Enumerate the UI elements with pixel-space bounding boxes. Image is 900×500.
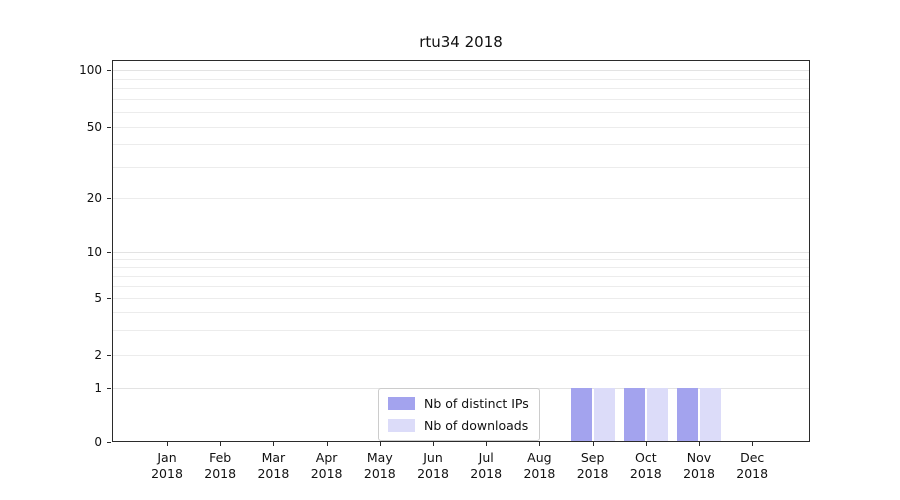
y-tick-label: 50 [86, 119, 102, 134]
gridline [113, 78, 809, 80]
legend-label: Nb of distinct IPs [424, 396, 529, 411]
gridline [113, 111, 809, 113]
gridline [113, 197, 809, 199]
gridline [113, 266, 809, 268]
x-tick-mark [379, 442, 381, 446]
x-tick-mark [486, 442, 488, 446]
gridline [113, 285, 809, 287]
bar-downloads [700, 388, 721, 441]
y-tick-mark [107, 388, 111, 390]
y-tick-label: 2 [94, 347, 102, 362]
bar-distinct-ips [623, 388, 645, 441]
y-tick-label: 0 [94, 435, 102, 449]
x-tick-mark [752, 442, 754, 446]
gridline [113, 251, 809, 253]
x-tick-mark [592, 442, 594, 446]
x-tick-label: Oct 2018 [629, 450, 662, 481]
bar-downloads [593, 388, 615, 441]
legend-swatch [388, 419, 415, 432]
y-tick-mark [107, 70, 111, 71]
gridline [113, 258, 809, 260]
y-tick-label: 100 [79, 63, 102, 77]
x-tick-label: Jul 2018 [470, 450, 503, 481]
gridline [113, 329, 809, 331]
x-tick-label: May 2018 [363, 450, 396, 481]
chart-title: rtu34 2018 [419, 33, 503, 51]
x-tick-label: Jun 2018 [417, 450, 449, 481]
x-tick-label: Apr 2018 [310, 450, 343, 481]
x-tick-mark [699, 442, 700, 446]
x-tick-mark [433, 442, 434, 446]
gridline [113, 144, 809, 146]
y-tick-label: 10 [86, 244, 102, 259]
y-tick-mark [107, 354, 111, 356]
x-tick-mark [167, 442, 168, 446]
y-tick-mark [107, 251, 111, 253]
x-tick-mark [220, 442, 222, 446]
legend-entry: Nb of distinct IPs [388, 396, 529, 411]
gridline [113, 354, 809, 356]
y-tick-mark [107, 126, 111, 128]
y-tick-label: 1 [94, 381, 102, 396]
gridline [113, 99, 809, 101]
gridline [113, 298, 809, 300]
gridline [113, 275, 809, 277]
y-tick-label: 20 [86, 190, 102, 205]
legend: Nb of distinct IPs Nb of downloads [378, 388, 540, 441]
y-tick-mark [107, 298, 111, 300]
legend-entry: Nb of downloads [388, 418, 529, 433]
gridline [113, 166, 809, 168]
x-tick-label: Jan 2018 [151, 450, 183, 481]
x-tick-mark [326, 442, 328, 446]
gridline [113, 311, 809, 313]
bar-distinct-ips [570, 388, 592, 441]
gridline [113, 70, 809, 71]
x-tick-mark [273, 442, 275, 446]
legend-swatch [388, 397, 415, 410]
gridline [113, 126, 809, 128]
x-tick-label: Sep 2018 [576, 450, 609, 481]
bar-downloads [646, 388, 668, 441]
y-tick-mark [107, 442, 111, 443]
x-tick-label: Feb 2018 [204, 450, 237, 481]
y-tick-mark [107, 197, 111, 199]
x-tick-label: Mar 2018 [257, 450, 290, 481]
x-tick-label: Dec 2018 [736, 450, 769, 481]
bar-distinct-ips [677, 388, 698, 441]
y-tick-label: 5 [94, 291, 102, 306]
x-tick-label: Aug 2018 [523, 450, 556, 481]
x-tick-mark [645, 442, 647, 446]
plot-area [112, 60, 810, 442]
legend-label: Nb of downloads [424, 418, 529, 433]
gridline [113, 88, 809, 90]
x-tick-mark [539, 442, 541, 446]
x-tick-label: Nov 2018 [683, 450, 715, 481]
